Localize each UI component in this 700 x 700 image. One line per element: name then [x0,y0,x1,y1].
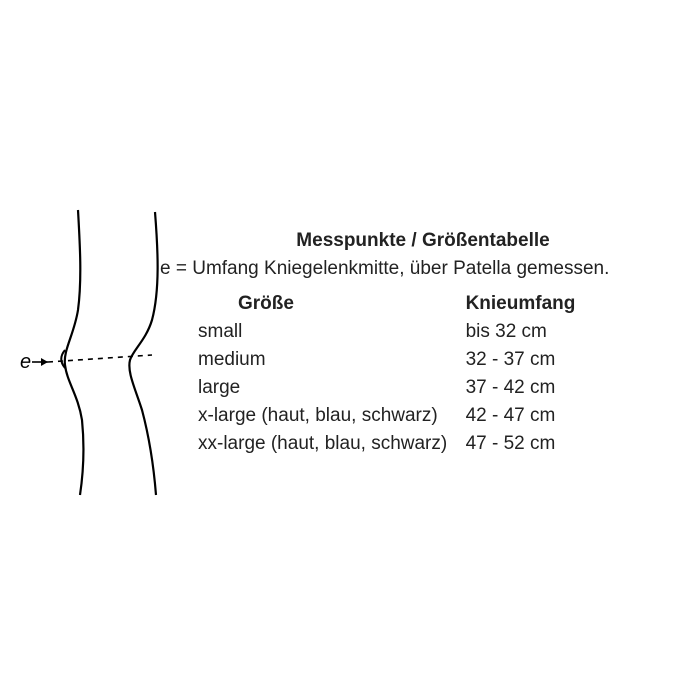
cell-circ: 47 - 52 cm [458,430,688,458]
section-title: Messpunkte / Größentabelle [158,230,688,252]
table-row: xx-large (haut, blau, schwarz) 47 - 52 c… [158,430,688,458]
cell-size: xx-large (haut, blau, schwarz) [158,430,458,458]
leg-outline-back [129,212,157,495]
cell-circ: 42 - 47 cm [458,402,688,430]
table-header-row: Größe Knieumfang [158,290,688,318]
table-row: medium 32 - 37 cm [158,346,688,374]
size-table: Größe Knieumfang small bis 32 cm medium … [158,290,688,458]
table-row: small bis 32 cm [158,318,688,346]
cell-size: x-large (haut, blau, schwarz) [158,402,458,430]
cell-size: large [158,374,458,402]
arrow-head-icon [41,358,48,366]
measure-line [48,355,152,362]
measure-label: e [20,351,31,373]
page: e Messpunkte / Größentabelle e = Umfang … [0,0,700,700]
cell-size: small [158,318,458,346]
table-row: x-large (haut, blau, schwarz) 42 - 47 cm [158,402,688,430]
cell-circ: bis 32 cm [458,318,688,346]
cell-size: medium [158,346,458,374]
leg-outline-front [65,210,84,495]
content-block: Messpunkte / Größentabelle e = Umfang Kn… [158,230,688,458]
cell-circ: 37 - 42 cm [458,374,688,402]
col-header-size: Größe [158,290,458,318]
cell-circ: 32 - 37 cm [458,346,688,374]
table-row: large 37 - 42 cm [158,374,688,402]
description-text: e = Umfang Kniegelenkmitte, über Patella… [158,258,688,280]
col-header-circ: Knieumfang [458,290,688,318]
